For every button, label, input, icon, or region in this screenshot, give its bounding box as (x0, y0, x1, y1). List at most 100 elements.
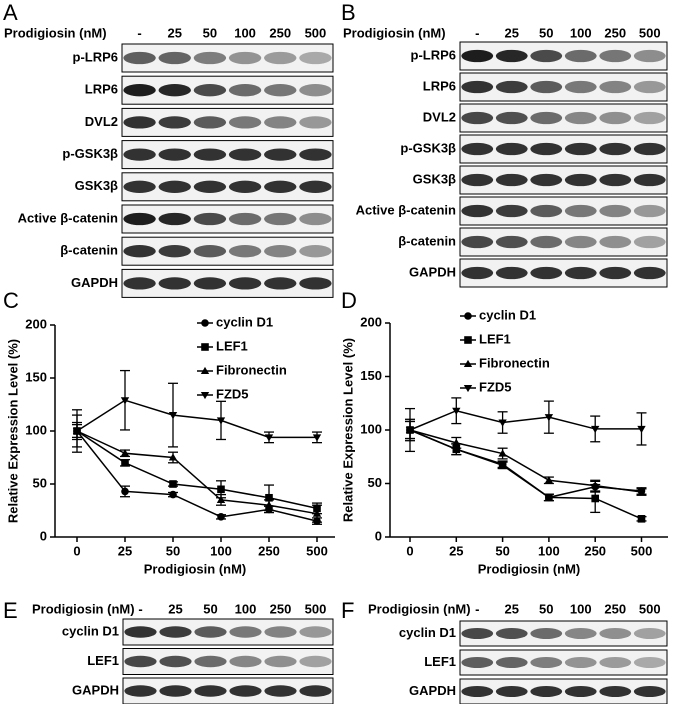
lane-label: 500 (305, 25, 327, 40)
band (633, 80, 666, 94)
band (564, 686, 597, 697)
band (194, 626, 227, 638)
row-label: LRP6 (423, 78, 456, 93)
row-label: GSK3β (413, 171, 456, 186)
band (599, 173, 632, 187)
legend-label: Fibronectin (216, 362, 287, 377)
band (633, 204, 666, 218)
band (228, 212, 262, 226)
series-line (409, 429, 642, 520)
band (461, 657, 494, 668)
band (633, 235, 666, 249)
band (123, 148, 156, 161)
lane-label: 50 (539, 601, 553, 616)
band (633, 173, 666, 187)
band (299, 277, 332, 290)
band (530, 49, 563, 63)
dose-header: Prodigiosin (nM) (368, 601, 471, 616)
blot-box (459, 196, 668, 226)
blot-box (121, 140, 334, 170)
band (599, 686, 632, 697)
band (123, 51, 156, 65)
row-label: GAPDH (72, 682, 119, 697)
y-tick-label: 200 (25, 316, 47, 331)
band (264, 51, 297, 65)
lane-label: 25 (168, 25, 182, 40)
band (461, 204, 494, 218)
band (495, 111, 528, 125)
marker (463, 359, 473, 368)
x-tick-label: 500 (306, 543, 328, 558)
lane-label: 25 (168, 601, 182, 616)
blot-box (459, 41, 668, 71)
band (495, 142, 528, 156)
marker (312, 434, 322, 442)
blot-box (459, 649, 668, 676)
band (461, 142, 494, 156)
row-label: GAPDH (71, 275, 118, 290)
band (564, 49, 597, 63)
legend-label: Fibronectin (479, 355, 550, 370)
y-tick-label: 150 (360, 368, 382, 383)
row-label: DVL2 (85, 114, 118, 129)
band (264, 180, 297, 193)
marker (217, 485, 225, 494)
band (299, 212, 332, 226)
band (495, 204, 528, 218)
band (299, 245, 332, 258)
band (599, 49, 632, 63)
series-line (409, 409, 642, 431)
band (158, 180, 191, 193)
band (461, 235, 494, 249)
blot-box (459, 227, 668, 257)
band (495, 80, 528, 94)
blot-box (121, 43, 334, 73)
blot-box (121, 172, 334, 202)
panel-label: F (341, 598, 354, 623)
band (299, 655, 332, 668)
band (495, 628, 528, 639)
band (495, 686, 528, 697)
marker (545, 493, 553, 502)
y-axis-label: Relative Expression Level (%) (340, 338, 355, 522)
band (158, 51, 191, 65)
band (564, 628, 597, 639)
lane-label: - (475, 25, 479, 40)
band (229, 626, 262, 638)
band (158, 148, 191, 161)
series-line (76, 430, 318, 522)
band (564, 173, 597, 187)
band (228, 51, 262, 65)
x-tick-label: 50 (495, 543, 509, 558)
band (564, 142, 597, 156)
blot-box (121, 107, 334, 137)
band (193, 51, 227, 65)
band (633, 266, 666, 280)
band (299, 116, 332, 129)
panel-label: C (3, 288, 19, 313)
row-label: β-catenin (60, 243, 118, 258)
dose-header: Prodigiosin (nM) (343, 25, 446, 40)
marker (120, 449, 130, 457)
band (633, 628, 666, 639)
marker (216, 495, 226, 503)
band (194, 685, 227, 697)
band (530, 111, 563, 125)
blot-box (459, 678, 668, 704)
x-tick-label: 250 (584, 543, 606, 558)
marker (544, 476, 554, 484)
band (228, 84, 262, 97)
marker (169, 490, 177, 499)
band (264, 84, 297, 97)
row-label: Active β-catenin (356, 202, 456, 217)
band (158, 277, 191, 290)
marker (201, 319, 209, 327)
marker (464, 336, 472, 344)
lane-label: 250 (604, 601, 626, 616)
band (564, 235, 597, 249)
band (530, 657, 563, 668)
band (633, 49, 666, 63)
band (229, 685, 262, 697)
row-label: β-catenin (398, 233, 456, 248)
